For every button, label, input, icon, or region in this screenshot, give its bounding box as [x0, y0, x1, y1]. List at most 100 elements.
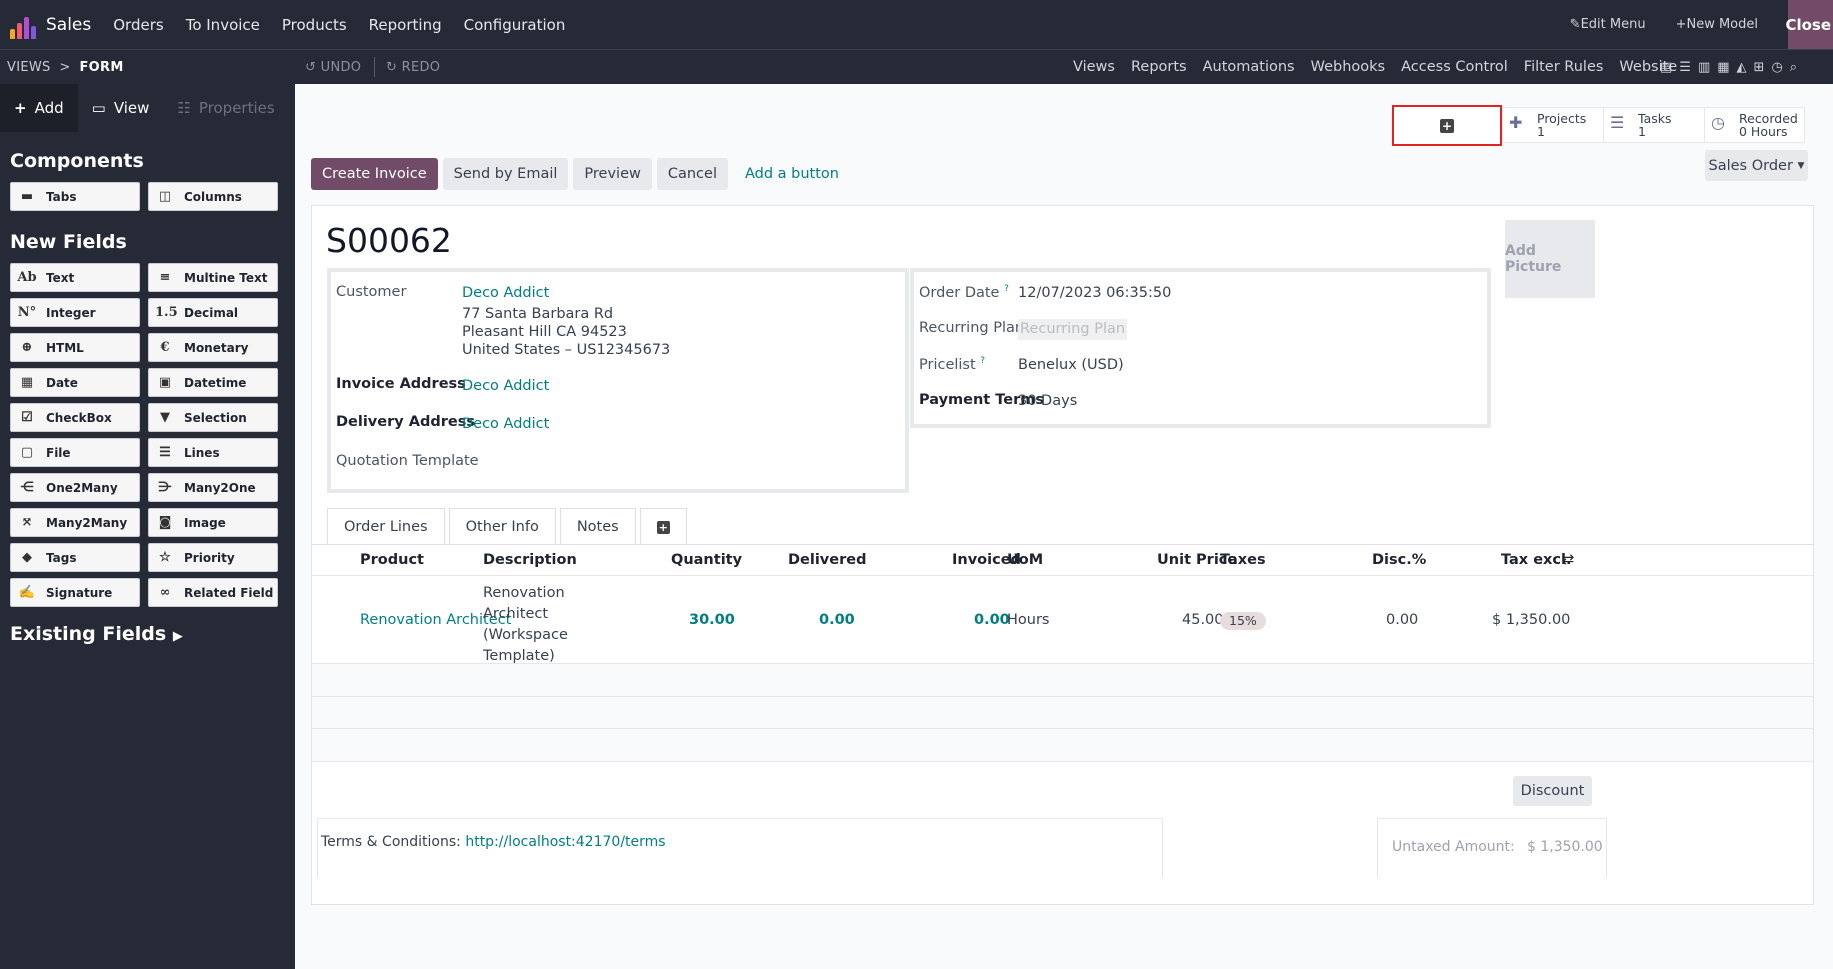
order-date-value[interactable]: 12/07/2023 06:35:50 [1018, 285, 1172, 301]
tab-properties[interactable]: ☷ Properties [177, 99, 275, 117]
field-tags[interactable]: ◆ Tags [10, 543, 140, 572]
col-description[interactable]: Description [483, 552, 577, 568]
col-tax-excl[interactable]: Tax excl. [1501, 552, 1572, 568]
field-date[interactable]: ▦ Date [10, 368, 140, 397]
calendar-view-icon[interactable]: ▦ [1717, 59, 1730, 75]
menu-products[interactable]: Products [281, 15, 347, 34]
field-one2many[interactable]: ⋲ One2Many [10, 473, 140, 502]
component-columns[interactable]: ◫ Columns [148, 182, 278, 211]
recorded-hours-smart-button[interactable]: ◷ Recorded 0 Hours [1704, 107, 1805, 143]
line-discount[interactable]: 0.00 [1386, 612, 1419, 628]
link-automations[interactable]: Automations [1202, 59, 1295, 75]
line-product[interactable]: Renovation Architect [360, 612, 512, 628]
field-selection[interactable]: ▼ Selection [148, 403, 278, 432]
edit-menu-button[interactable]: ✎Edit Menu [1569, 17, 1646, 32]
line-taxes[interactable]: 15% [1220, 611, 1266, 632]
field-monetary[interactable]: € Monetary [148, 333, 278, 362]
create-invoice-button[interactable]: Create Invoice [311, 158, 438, 190]
cancel-button[interactable]: Cancel [656, 158, 728, 190]
field-related-field[interactable]: ∞ Related Field [148, 578, 278, 607]
breadcrumb-views[interactable]: VIEWS [7, 59, 51, 75]
close-studio-button[interactable]: Close [1785, 0, 1833, 49]
tab-order-lines[interactable]: Order Lines [327, 508, 445, 545]
payment-terms-value[interactable]: 30 Days [1018, 393, 1078, 409]
column-settings-icon[interactable]: ⇄ [1562, 552, 1575, 568]
search-view-icon[interactable]: ⌕ [1789, 59, 1798, 75]
existing-fields-toggle[interactable]: Existing Fields ▶ [10, 623, 183, 645]
menu-to-invoice[interactable]: To Invoice [185, 15, 260, 34]
field-integer[interactable]: N° Integer [10, 298, 140, 327]
redo-button[interactable]: ↻ REDO [386, 59, 441, 75]
field-signature[interactable]: ✍ Signature [10, 578, 140, 607]
help-icon[interactable]: ? [1004, 284, 1009, 294]
field-image[interactable]: ◙ Image [148, 508, 278, 537]
add-tab-button[interactable]: + [639, 508, 687, 545]
delivery-address-value[interactable]: Deco Addict [462, 416, 550, 432]
new-model-button[interactable]: +New Model [1675, 17, 1758, 32]
send-email-button[interactable]: Send by Email [442, 158, 569, 190]
col-uom[interactable]: UoM [1007, 552, 1044, 568]
col-unit-price[interactable]: Unit Price [1157, 552, 1238, 568]
order-number[interactable]: S00062 [326, 221, 452, 260]
field-decimal[interactable]: 1.5 Decimal [148, 298, 278, 327]
tasks-smart-button[interactable]: ☰ Tasks 1 [1603, 107, 1704, 143]
tab-notes[interactable]: Notes [559, 508, 636, 545]
add-smart-button[interactable]: + [1392, 105, 1502, 146]
graph-view-icon[interactable]: ◭ [1736, 59, 1747, 75]
field-text[interactable]: Ab Text [10, 263, 140, 292]
field-html[interactable]: ⊕ HTML [10, 333, 140, 362]
customer-group[interactable]: Customer Deco Addict 77 Santa Barbara Rd… [327, 268, 909, 493]
field-datetime[interactable]: ▣ Datetime [148, 368, 278, 397]
order-info-group[interactable]: Order Date ? 12/07/2023 06:35:50 Recurri… [910, 268, 1491, 428]
line-description[interactable]: Renovation Architect (Workspace Template… [483, 585, 568, 664]
menu-reporting[interactable]: Reporting [368, 15, 442, 34]
link-views[interactable]: Views [1073, 59, 1115, 75]
app-name[interactable]: Sales [46, 14, 92, 35]
add-picture-button[interactable]: Add Picture [1505, 220, 1595, 298]
form-view-icon[interactable]: ▤ [1660, 59, 1673, 75]
link-filter-rules[interactable]: Filter Rules [1523, 59, 1604, 75]
add-a-button[interactable]: Add a button [744, 166, 839, 182]
field-priority[interactable]: ☆ Priority [148, 543, 278, 572]
line-uom[interactable]: Hours [1007, 612, 1050, 628]
line-unit-price[interactable]: 45.00 [1182, 612, 1224, 628]
undo-button[interactable]: ↺ UNDO [305, 59, 362, 75]
col-delivered[interactable]: Delivered [788, 552, 867, 568]
field-file[interactable]: ▢ File [10, 438, 140, 467]
activity-view-icon[interactable]: ◷ [1771, 59, 1783, 75]
col-discount[interactable]: Disc.% [1372, 552, 1427, 568]
preview-button[interactable]: Preview [573, 158, 652, 190]
field-many2one[interactable]: ⋺ Many2One [148, 473, 278, 502]
component-tabs[interactable]: ▬ Tabs [10, 182, 140, 211]
help-icon[interactable]: ? [980, 356, 986, 366]
discount-button[interactable]: Discount [1513, 776, 1592, 806]
terms-link[interactable]: http://localhost:42170/terms [465, 834, 666, 850]
field-lines[interactable]: ☰ Lines [148, 438, 278, 467]
link-webhooks[interactable]: Webhooks [1310, 59, 1386, 75]
recurring-plan-input[interactable]: Recurring Plan [1018, 319, 1128, 340]
tab-add[interactable]: + Add [0, 84, 78, 132]
list-view-icon[interactable]: ☰ [1679, 59, 1691, 75]
field-checkbox[interactable]: ☑ CheckBox [10, 403, 140, 432]
projects-smart-button[interactable]: ✚ Projects 1 [1502, 107, 1603, 143]
status-bar-dropdown[interactable]: Sales Order ▼ [1705, 150, 1808, 181]
col-taxes[interactable]: Taxes [1220, 552, 1266, 568]
field-many2many[interactable]: ⤧ Many2Many [10, 508, 140, 537]
kanban-view-icon[interactable]: ▥ [1697, 59, 1711, 75]
menu-orders[interactable]: Orders [113, 15, 164, 34]
col-quantity[interactable]: Quantity [671, 552, 743, 568]
menu-configuration[interactable]: Configuration [463, 15, 566, 34]
line-delivered[interactable]: 0.00 [819, 612, 855, 628]
line-quantity[interactable]: 30.00 [689, 612, 735, 628]
line-invoiced[interactable]: 0.00 [974, 612, 1010, 628]
invoice-address-value[interactable]: Deco Addict [462, 378, 550, 394]
col-invoiced[interactable]: Invoiced [952, 552, 1021, 568]
pivot-view-icon[interactable]: ⊞ [1753, 59, 1765, 75]
tab-view[interactable]: ▭ View [91, 99, 150, 117]
tab-other-info[interactable]: Other Info [448, 508, 556, 545]
col-product[interactable]: Product [360, 552, 424, 568]
link-access-control[interactable]: Access Control [1401, 59, 1508, 75]
field-multine-text[interactable]: ≡ Multine Text [148, 263, 278, 292]
link-website[interactable]: Website [1619, 59, 1678, 75]
customer-value[interactable]: Deco Addict [462, 285, 550, 301]
